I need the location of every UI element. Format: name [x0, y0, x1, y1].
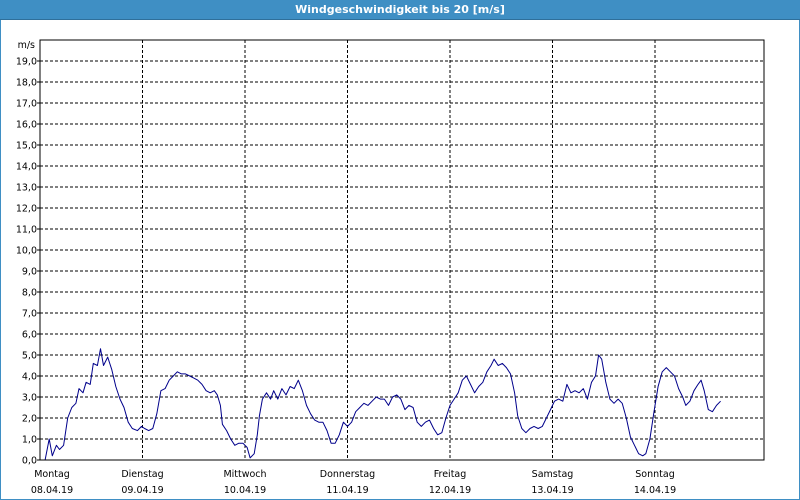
y-tick-label: 1,0	[22, 435, 37, 446]
y-tick-label: 13,0	[16, 183, 37, 194]
y-tick-label: 0,0	[22, 456, 37, 467]
y-tick-label: 18,0	[16, 78, 37, 89]
x-tick-weekday: Freitag	[434, 469, 467, 480]
y-tick-label: 16,0	[16, 120, 37, 131]
y-tick-label: 3,0	[22, 393, 37, 404]
x-tick-date: 11.04.19	[326, 485, 368, 496]
y-tick-label: 17,0	[16, 99, 37, 110]
y-tick-label: 2,0	[22, 414, 37, 425]
x-tick-weekday: Sonntag	[635, 469, 674, 480]
x-tick-date: 13.04.19	[531, 485, 573, 496]
x-tick-weekday: Dienstag	[121, 469, 163, 480]
x-axis: Montag 08.04.19 Dienstag 09.04.19 Mittwoch 10…	[31, 469, 676, 496]
y-tick-label: 12,0	[16, 204, 37, 215]
y-tick-label: 7,0	[22, 309, 37, 320]
y-tick-label: 19,0	[16, 57, 37, 68]
chart-title: Windgeschwindigkeit bis 20 [m/s]	[295, 3, 505, 16]
plot-area-border	[39, 39, 765, 461]
wind-speed-line	[40, 348, 721, 461]
x-tick-date: 08.04.19	[31, 485, 73, 496]
y-tick-label: 8,0	[22, 288, 37, 299]
y-tick-label: 5,0	[22, 351, 37, 362]
y-tick-label: 14,0	[16, 162, 37, 173]
x-tick-date: 10.04.19	[224, 485, 266, 496]
y-tick-label: 6,0	[22, 330, 37, 341]
x-tick-date: 14.04.19	[634, 485, 676, 496]
y-axis-unit-label: m/s	[18, 40, 35, 51]
y-tick-label: 10,0	[16, 246, 37, 257]
y-tick-label: 9,0	[22, 267, 37, 278]
x-tick-weekday: Samstag	[532, 469, 574, 480]
y-tick-label: 15,0	[16, 141, 37, 152]
x-tick-weekday: Montag	[34, 469, 70, 480]
grid-lines	[40, 40, 764, 460]
y-tick-label: 4,0	[22, 372, 37, 383]
x-tick-weekday: Mittwoch	[223, 469, 266, 480]
y-axis: m/s 0,0 1,0 2,0 3,0 4,0 5,0 6,0 7,0 8,0 9,0 10,0 11…	[16, 40, 40, 467]
series-lines	[40, 348, 721, 461]
chart-title-bar: Windgeschwindigkeit bis 20 [m/s]	[0, 0, 800, 20]
x-tick-weekday: Donnerstag	[320, 469, 375, 480]
x-tick-date: 09.04.19	[121, 485, 163, 496]
x-tick-date: 12.04.19	[429, 485, 471, 496]
y-tick-label: 11,0	[16, 225, 37, 236]
